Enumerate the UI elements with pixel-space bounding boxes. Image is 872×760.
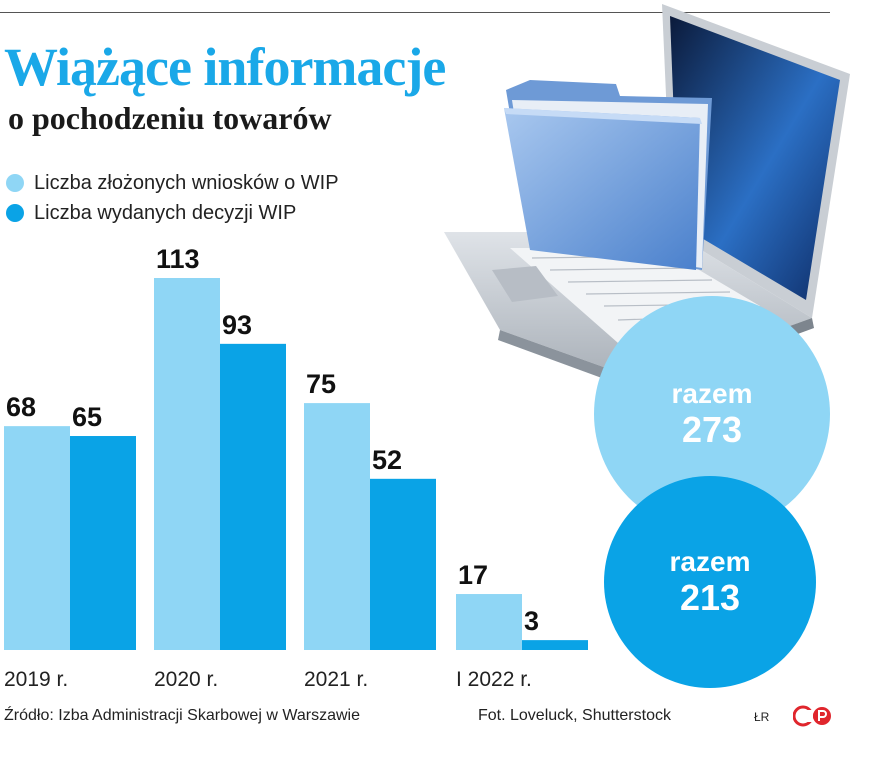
- value-label-decisions-3: 3: [524, 606, 539, 636]
- legend-item-applications: Liczba złożonych wniosków o WIP: [6, 168, 339, 198]
- bar-applications-1: [154, 278, 220, 650]
- bar-applications-2: [304, 403, 370, 650]
- value-label-decisions-2: 52: [372, 445, 402, 475]
- chart-subtitle: o pochodzeniu towarów: [8, 100, 332, 136]
- bar-decisions-0: [70, 436, 136, 650]
- total-value-applications: 273: [681, 409, 743, 450]
- bar-decisions-3: [522, 640, 588, 650]
- value-label-applications-3: 17: [458, 560, 488, 590]
- total-value-decisions: 213: [679, 577, 741, 618]
- value-label-applications-1: 113: [156, 244, 200, 274]
- cp-logo-icon: [793, 705, 831, 727]
- bar-applications-0: [4, 426, 70, 650]
- bar-applications-3: [456, 594, 522, 650]
- category-label-1: 2020 r.: [154, 668, 218, 691]
- total-label-decisions: razem: [669, 546, 751, 577]
- bar-decisions-1: [220, 343, 286, 650]
- category-label-2: 2021 r.: [304, 668, 368, 691]
- bar-decisions-2: [370, 478, 436, 650]
- total-circle-decisions: razem 213: [604, 476, 816, 688]
- legend-dot-light: [6, 174, 24, 192]
- chart-title: Wiążące informacje: [4, 37, 446, 97]
- value-label-applications-2: 75: [306, 369, 336, 399]
- total-label-applications: razem: [671, 378, 753, 409]
- value-label-applications-0: 68: [6, 392, 36, 422]
- legend: Liczba złożonych wniosków o WIP Liczba w…: [6, 168, 339, 228]
- author-initials: ŁR: [754, 710, 770, 724]
- top-rule: [0, 12, 830, 13]
- legend-label-decisions: Liczba wydanych decyzji WIP: [34, 201, 297, 224]
- legend-label-applications: Liczba złożonych wniosków o WIP: [34, 171, 339, 194]
- value-label-decisions-1: 93: [222, 310, 252, 340]
- legend-item-decisions: Liczba wydanych decyzji WIP: [6, 198, 339, 228]
- legend-dot-dark: [6, 204, 24, 222]
- source-note: Źródło: Izba Administracji Skarbowej w W…: [4, 707, 360, 724]
- value-label-decisions-0: 65: [72, 402, 102, 432]
- category-label-0: 2019 r.: [4, 668, 68, 691]
- category-label-3: I 2022 r.: [456, 668, 532, 691]
- photo-credit: Fot. Loveluck, Shutterstock: [478, 707, 671, 724]
